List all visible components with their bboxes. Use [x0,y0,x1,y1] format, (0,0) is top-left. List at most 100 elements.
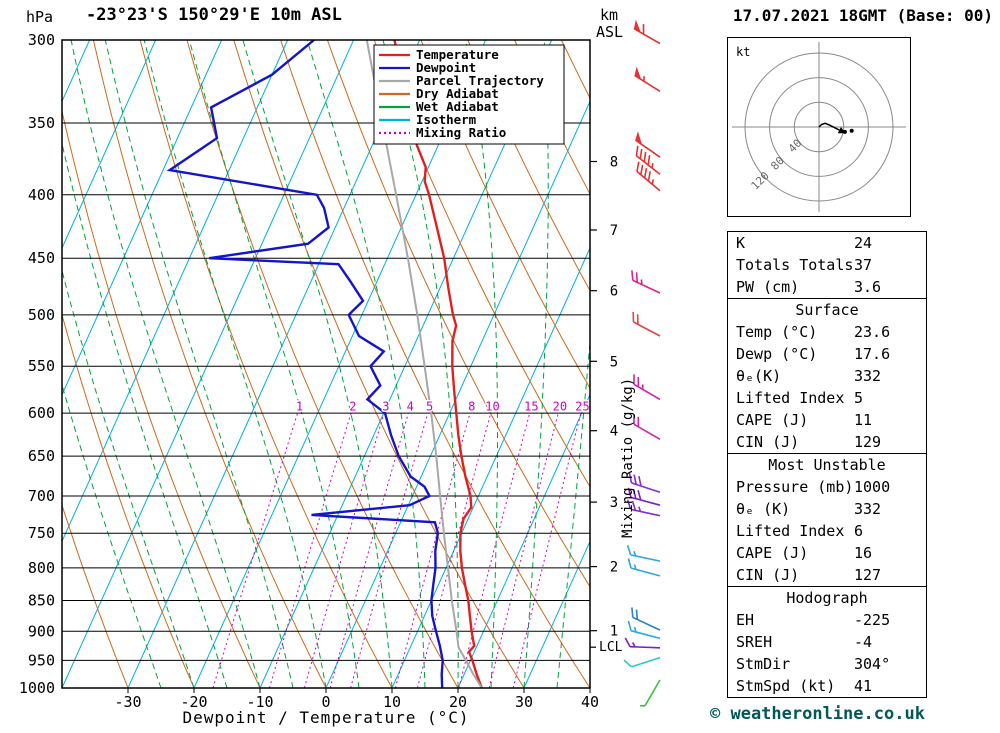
svg-text:20: 20 [553,400,567,414]
stat-label: θₑ (K) [736,500,791,518]
svg-text:6: 6 [610,284,618,300]
svg-text:40: 40 [581,693,599,711]
temperature-curve [393,40,483,688]
copyright: © weatheronline.co.uk [710,704,925,724]
svg-text:3: 3 [382,400,389,414]
background-grid [62,40,590,688]
indices-tables: K 24 Totals Totals 37 PW (cm) 3.6 Surface Temp … [727,231,927,698]
parcel-trajectory-curve [365,40,483,688]
stat-value: 1000 [854,478,891,496]
svg-text:20: 20 [449,693,467,711]
wind-barb [624,637,661,649]
wind-barb [631,270,661,294]
stat-value: 6 [854,522,864,540]
station-title: -23°23'S 150°29'E 10m ASL [86,5,342,25]
wind-barb [627,620,661,640]
wind-barb [628,472,661,493]
hodograph-unit-label: kt [736,45,750,59]
mixing-ratio-value-labels: 1 2 3 4 5 8 10 15 20 25 [294,398,591,415]
svg-text:5: 5 [610,354,618,370]
stat-label: EH [736,611,755,629]
table-row: Temp (°C) 23.6 [728,321,926,343]
temperature-axis-title: Dewpoint / Temperature (°C) [182,708,470,727]
stat-value: 16 [854,544,873,562]
svg-text:2: 2 [610,560,618,576]
stat-label: CAPE (J) [736,411,809,429]
stat-value: 5 [854,389,864,407]
legend-item: Wet Adiabat [379,99,499,114]
stat-value: 11 [854,411,873,429]
table-row: Pressure (mb) 1000 [728,476,926,498]
wind-barb [635,145,661,175]
svg-text:650: 650 [28,447,55,465]
stat-label: PW (cm) [736,278,800,296]
svg-text:Dry Adiabat: Dry Adiabat [416,86,499,101]
wind-barb [632,311,661,337]
datetime-label: 17.07.2021 18GMT (Base: 00) [732,6,993,25]
svg-text:600: 600 [28,404,55,422]
lcl-marker: LCL [590,640,623,655]
svg-text:7: 7 [610,223,618,239]
svg-text:1: 1 [610,624,618,640]
stat-value: 3.6 [854,278,882,296]
svg-text:950: 950 [28,651,55,669]
stat-label: Temp (°C) [736,323,818,341]
svg-text:550: 550 [28,357,55,375]
svg-text:8: 8 [610,155,618,171]
stat-label: CIN (J) [736,433,800,451]
svg-text:Temperature: Temperature [416,47,499,62]
pressure-axis-labels: 300 350 400 450 500 550 600 650 700 750 800 850 900 9… [19,31,55,697]
stat-label: Totals Totals [736,256,854,274]
wind-barb [634,131,661,158]
stats-table: Hodograph EH -225 SREH -4 StmDir 304° StmSpd (k… [727,586,927,698]
table-section-header: Surface [795,301,859,319]
table-row: θₑ(K) 332 [728,365,926,387]
hodograph-trace [818,122,840,131]
table-row: StmSpd (kt) 41 [728,675,926,697]
svg-text:400: 400 [28,186,55,204]
stat-value: 332 [854,367,882,385]
wind-barb [626,545,661,562]
stat-label: CAPE (J) [736,544,809,562]
svg-text:4: 4 [407,400,414,414]
mixing-ratio-axis-title: Mixing Ratio (g/kg) [620,377,636,538]
svg-text:350: 350 [28,114,55,132]
svg-text:900: 900 [28,622,55,640]
svg-text:750: 750 [28,524,55,542]
svg-text:300: 300 [28,31,55,49]
svg-text:Parcel Trajectory: Parcel Trajectory [416,73,544,88]
dewpoint-curve [166,40,444,688]
table-row: Lifted Index 5 [728,387,926,409]
svg-text:4: 4 [610,424,618,440]
table-row: θₑ (K) 332 [728,498,926,520]
svg-text:Mixing Ratio: Mixing Ratio [416,125,506,140]
svg-text:-30: -30 [114,693,141,711]
stats-table: Surface Temp (°C) 23.6 Dewp (°C) 17.6 θₑ(K) 33… [727,298,927,454]
wind-barb [623,656,661,668]
stat-label: Lifted Index [736,389,845,407]
svg-text:800: 800 [28,559,55,577]
stats-table: K 24 Totals Totals 37 PW (cm) 3.6 [727,231,927,299]
svg-text:2: 2 [349,400,356,414]
skewt-diagram: 3003504004505005506006507007508008509009… [19,19,661,711]
stat-label: Pressure (mb) [736,478,854,496]
pressure-axis-unit: hPa [26,8,54,26]
wind-barb [633,374,661,401]
stat-value: 37 [854,256,873,274]
svg-text:700: 700 [28,487,55,505]
svg-text:30: 30 [515,693,533,711]
table-row: CAPE (J) 16 [728,542,926,564]
hodograph-dot [849,128,854,133]
table-row: CIN (J) 129 [728,431,926,453]
table-section-header: Hodograph [786,589,868,607]
wind-barb [631,607,661,631]
sounding-curves [166,40,483,688]
stat-label: StmSpd (kt) [736,677,836,695]
wind-barb [633,414,661,440]
svg-text:Dewpoint: Dewpoint [416,60,476,75]
svg-text:25: 25 [575,400,589,414]
stat-label: Dewp (°C) [736,345,818,363]
asl-axis-unit: ASL [596,23,624,41]
stat-label: K [736,234,746,252]
